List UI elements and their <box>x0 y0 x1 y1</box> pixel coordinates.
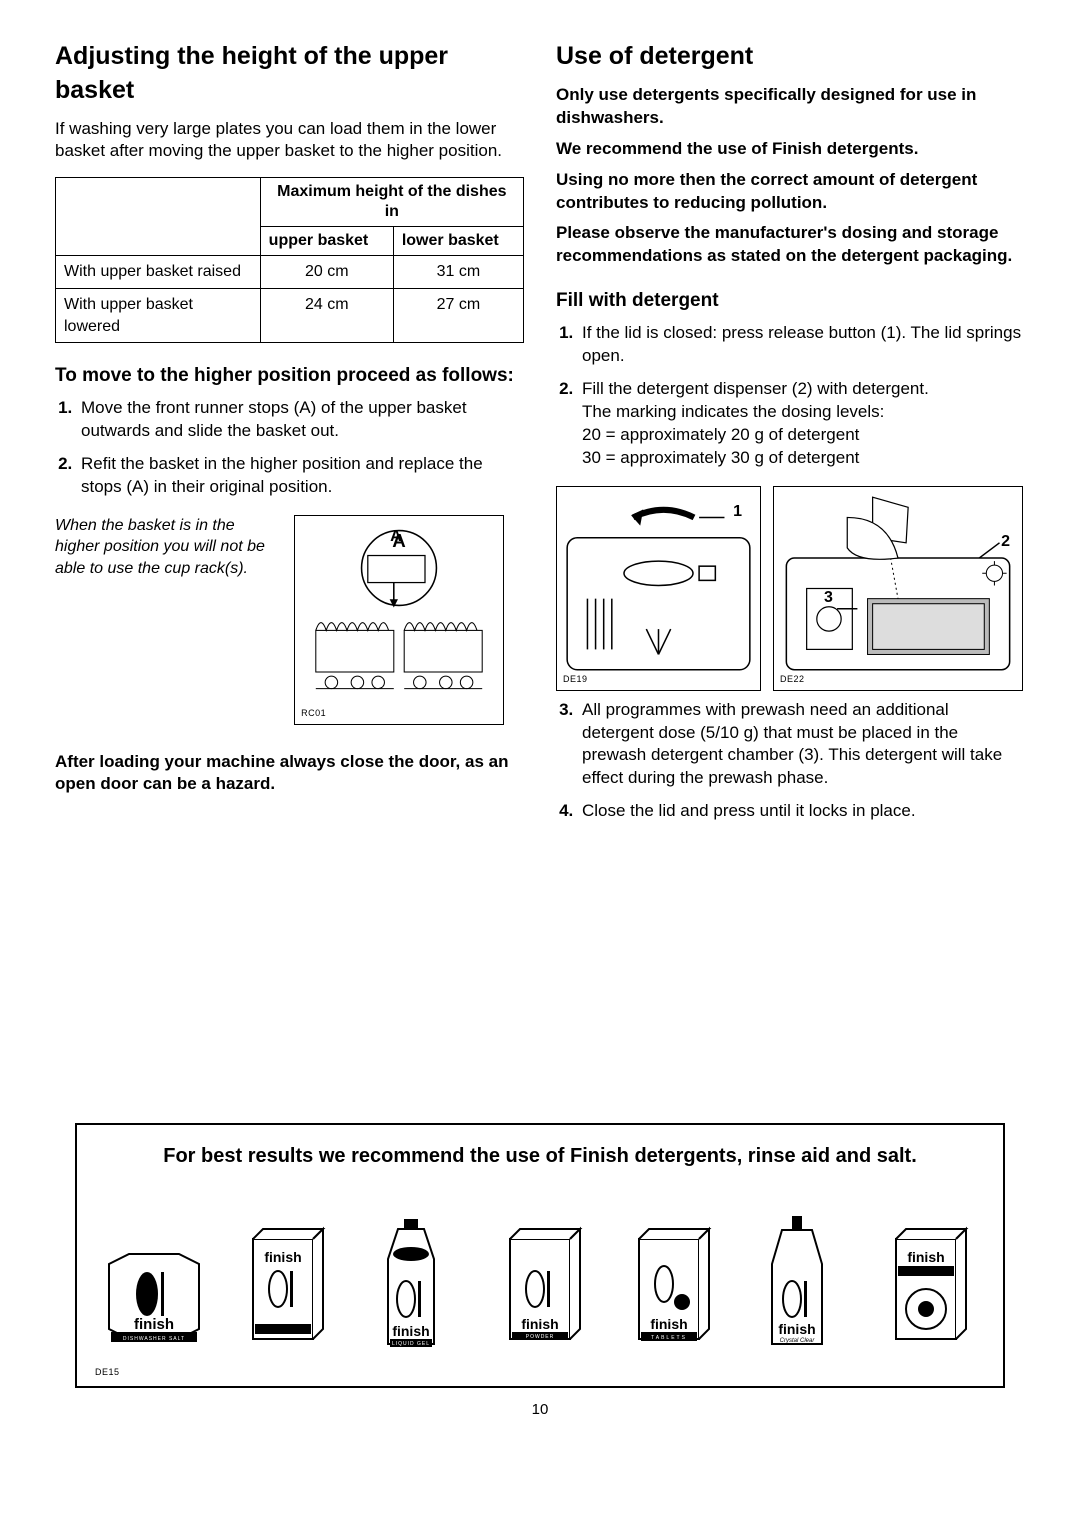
callout-2: 2 <box>1001 531 1010 553</box>
figure-label: DE22 <box>780 673 805 685</box>
table-caption: Maximum height of the dishes in <box>260 178 523 227</box>
figure-de22: 2 3 DE22 <box>773 486 1023 691</box>
callout-3: 3 <box>824 587 833 609</box>
figure-label: RC01 <box>301 707 326 719</box>
right-para: Using no more then the correct amount of… <box>556 169 1025 215</box>
right-heading: Use of detergent <box>556 40 1025 74</box>
two-column-layout: Adjusting the height of the upper basket… <box>55 40 1025 833</box>
right-para: We recommend the use of Finish detergent… <box>556 138 1025 161</box>
table-col-upper: upper basket <box>260 227 393 256</box>
table-cell: 31 cm <box>393 256 523 289</box>
svg-text:finish: finish <box>907 1249 944 1265</box>
product-salt: finish DISHWASHER SALT <box>99 1214 209 1354</box>
box-icon: finish <box>228 1214 338 1354</box>
left-note: When the basket is in the higher positio… <box>55 515 280 580</box>
right-steps-b: All programmes with prewash need an addi… <box>556 699 1025 824</box>
list-item: Close the lid and press until it locks i… <box>578 800 1025 823</box>
advert-figure-label: DE15 <box>95 1366 985 1378</box>
product-tablets: finish TABLETS <box>614 1214 724 1354</box>
tablets-box-icon: finish TABLETS <box>614 1214 724 1354</box>
svg-text:POWDER: POWDER <box>526 1334 555 1340</box>
callout-a: A <box>390 526 402 548</box>
table-cell: 24 cm <box>260 288 393 342</box>
table-col-lower: lower basket <box>393 227 523 256</box>
dispenser-open-icon <box>774 487 1022 690</box>
table-row: With upper basket lowered 24 cm 27 cm <box>56 288 524 342</box>
svg-text:TABLETS: TABLETS <box>651 1335 687 1341</box>
left-steps: Move the front runner stops (A) of the u… <box>55 397 524 499</box>
advert-box: For best results we recommend the use of… <box>75 1123 1005 1388</box>
note-with-figure: When the basket is in the higher positio… <box>55 515 524 725</box>
list-item: Refit the basket in the higher position … <box>77 453 524 499</box>
list-item: All programmes with prewash need an addi… <box>578 699 1025 791</box>
product-rinse: finish Crystal Clear <box>742 1214 852 1354</box>
table-blank-cell <box>56 178 261 256</box>
right-para: Please observe the manufacturer's dosing… <box>556 222 1025 268</box>
product-box2: finish <box>871 1214 981 1354</box>
right-column: Use of detergent Only use detergents spe… <box>556 40 1025 833</box>
product-row: finish DISHWASHER SALT finish <box>95 1194 985 1354</box>
svg-text:finish: finish <box>650 1316 687 1332</box>
figure-label: DE19 <box>563 673 588 685</box>
list-item: If the lid is closed: press release butt… <box>578 322 1025 368</box>
left-heading: Adjusting the height of the upper basket <box>55 40 524 108</box>
callout-1: 1 <box>733 501 742 523</box>
table-row-label: With upper basket lowered <box>56 288 261 342</box>
right-para: Only use detergents specifically designe… <box>556 84 1025 130</box>
table-cell: 27 cm <box>393 288 523 342</box>
list-item: Fill the detergent dispenser (2) with de… <box>578 378 1025 470</box>
figure-row: 1 DE19 <box>556 486 1025 691</box>
left-subhead: To move to the higher position proceed a… <box>55 363 524 389</box>
product-powder: finish POWDER <box>485 1214 595 1354</box>
svg-text:finish: finish <box>778 1321 815 1337</box>
dispenser-closed-icon <box>557 487 760 690</box>
salt-bag-icon: finish DISHWASHER SALT <box>99 1214 209 1354</box>
page-number: 10 <box>55 1400 1025 1420</box>
figure-de19: 1 DE19 <box>556 486 761 691</box>
svg-text:LIQUID GEL: LIQUID GEL <box>392 1341 430 1347</box>
advert-title: For best results we recommend the use of… <box>95 1143 985 1170</box>
product-box1: finish <box>228 1214 338 1354</box>
svg-text:finish: finish <box>393 1323 430 1339</box>
powder-box-icon: finish POWDER <box>485 1214 595 1354</box>
svg-text:finish: finish <box>264 1249 301 1265</box>
box-icon: finish <box>871 1214 981 1354</box>
table-row-label: With upper basket raised <box>56 256 261 289</box>
table-row: With upper basket raised 20 cm 31 cm <box>56 256 524 289</box>
left-warning: After loading your machine always close … <box>55 751 524 797</box>
right-steps-a: If the lid is closed: press release butt… <box>556 322 1025 470</box>
height-table: Maximum height of the dishes in upper ba… <box>55 177 524 343</box>
right-subhead: Fill with detergent <box>556 288 1025 314</box>
svg-text:Crystal Clear: Crystal Clear <box>780 1338 816 1344</box>
svg-text:finish: finish <box>521 1316 558 1332</box>
left-intro: If washing very large plates you can loa… <box>55 118 524 164</box>
rinse-bottle-icon: finish Crystal Clear <box>742 1214 852 1354</box>
table-cell: 20 cm <box>260 256 393 289</box>
figure-rc01: A A <box>294 515 504 725</box>
left-column: Adjusting the height of the upper basket… <box>55 40 524 804</box>
gel-bottle-icon: finish LIQUID GEL <box>356 1214 466 1354</box>
product-gel: finish LIQUID GEL <box>356 1214 466 1354</box>
svg-text:finish: finish <box>134 1316 174 1333</box>
list-item: Move the front runner stops (A) of the u… <box>77 397 524 443</box>
page: Adjusting the height of the upper basket… <box>0 0 1080 1441</box>
svg-text:DISHWASHER SALT: DISHWASHER SALT <box>123 1336 185 1342</box>
